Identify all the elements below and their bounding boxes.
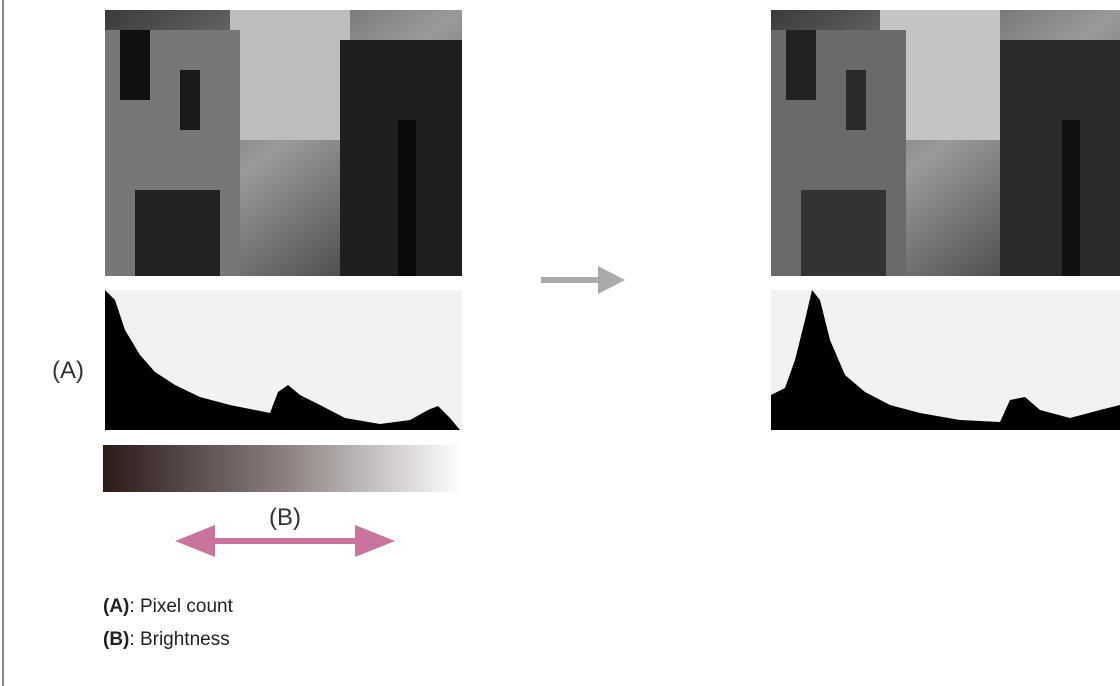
photo-before <box>105 10 462 276</box>
brightness-bar <box>103 445 462 492</box>
label-b: (B) <box>269 504 301 531</box>
double-arrow <box>175 525 395 557</box>
photo-after <box>771 10 1120 276</box>
legend-b: (B): Brightness <box>103 629 230 651</box>
label-a: (A) <box>52 357 84 384</box>
legend-text: : Pixel count <box>129 596 233 617</box>
legend-text: : Brightness <box>129 629 230 650</box>
legend-key: (B) <box>103 629 130 650</box>
legend-key: (A) <box>103 596 130 617</box>
histogram-after <box>771 290 1120 430</box>
arrow <box>541 266 625 294</box>
legend-a: (A): Pixel count <box>103 596 233 618</box>
histogram-before <box>105 290 462 430</box>
